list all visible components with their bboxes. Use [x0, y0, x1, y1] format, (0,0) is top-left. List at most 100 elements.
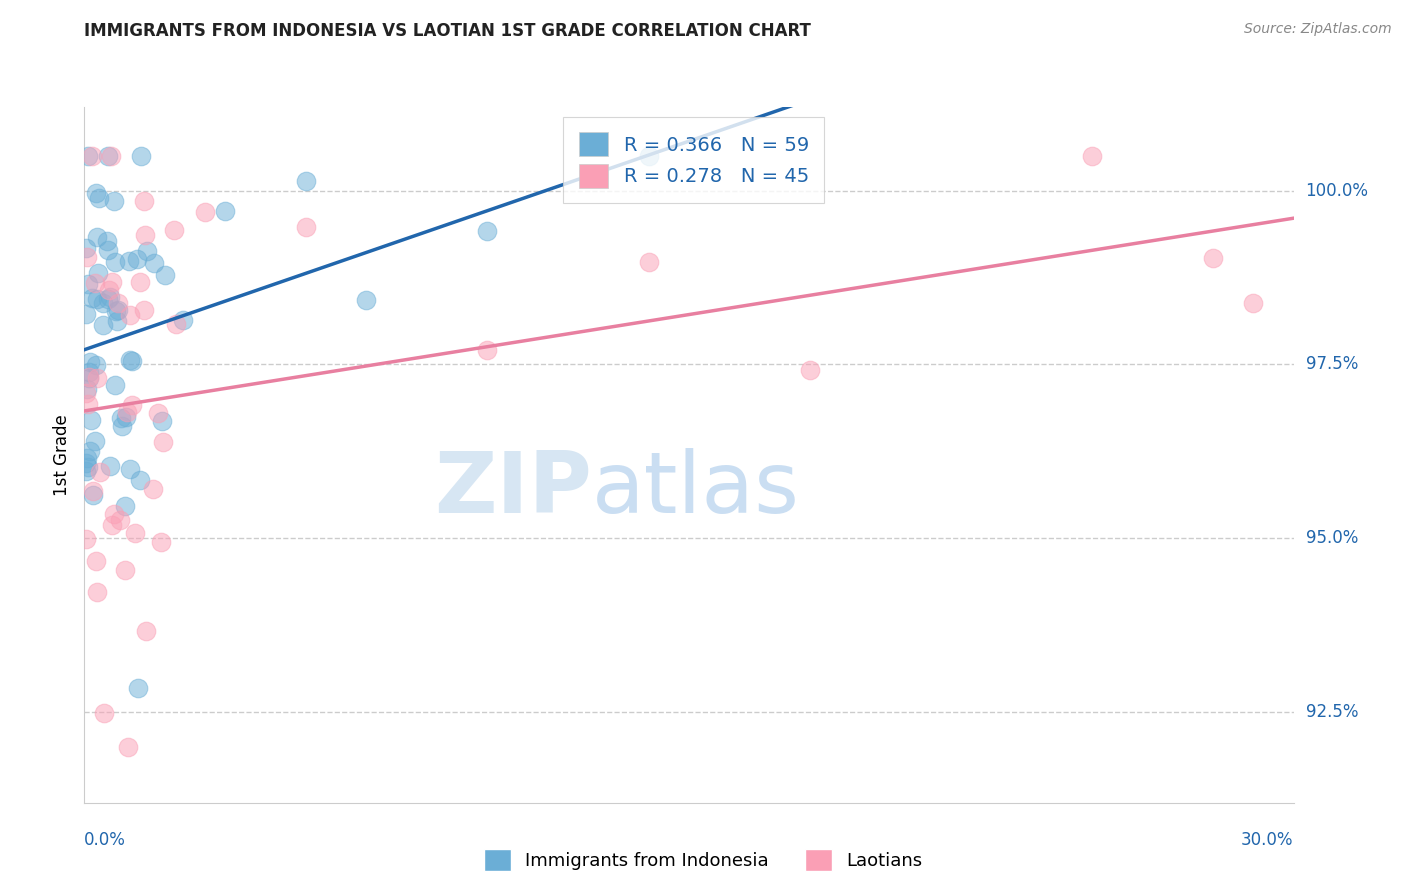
- Point: [129, 276, 152, 290]
- Point: [105, 303, 128, 318]
- Point: [76, 250, 98, 264]
- Point: [150, 414, 173, 428]
- Text: ZIP: ZIP: [434, 448, 592, 532]
- Point: [75, 532, 97, 546]
- Point: [79, 444, 101, 458]
- Point: [153, 268, 176, 282]
- Point: [79, 355, 101, 369]
- Point: [75, 307, 97, 321]
- Point: [637, 149, 659, 163]
- Point: [163, 223, 186, 237]
- Legend: R = 0.366   N = 59, R = 0.278   N = 45: R = 0.366 N = 59, R = 0.278 N = 45: [564, 117, 824, 203]
- Point: [799, 362, 821, 376]
- Point: [295, 220, 318, 235]
- Point: [100, 149, 122, 163]
- Point: [477, 343, 499, 357]
- Text: atlas: atlas: [592, 448, 800, 532]
- Point: [84, 359, 107, 373]
- Point: [87, 266, 110, 280]
- Point: [104, 378, 127, 392]
- Point: [84, 277, 107, 291]
- Point: [98, 283, 121, 297]
- Point: [132, 303, 155, 318]
- Point: [129, 149, 152, 163]
- Text: Source: ZipAtlas.com: Source: ZipAtlas.com: [1244, 22, 1392, 37]
- Point: [132, 194, 155, 208]
- Point: [96, 234, 118, 248]
- Point: [98, 459, 121, 474]
- Text: 92.5%: 92.5%: [1306, 704, 1358, 722]
- Point: [111, 419, 134, 434]
- Point: [101, 517, 124, 532]
- Point: [136, 244, 159, 258]
- Text: 0.0%: 0.0%: [84, 830, 127, 848]
- Point: [76, 277, 98, 291]
- Point: [76, 451, 98, 466]
- Point: [142, 256, 165, 270]
- Point: [114, 563, 136, 577]
- Legend: Immigrants from Indonesia, Laotians: Immigrants from Indonesia, Laotians: [477, 842, 929, 879]
- Point: [89, 465, 111, 479]
- Point: [79, 365, 101, 379]
- Point: [91, 318, 114, 332]
- Point: [121, 398, 143, 412]
- Point: [86, 230, 108, 244]
- Point: [146, 406, 169, 420]
- Point: [1241, 296, 1264, 310]
- Point: [1202, 251, 1225, 265]
- Point: [117, 739, 139, 754]
- Point: [84, 186, 107, 201]
- Point: [172, 313, 194, 327]
- Point: [79, 369, 101, 384]
- Point: [76, 397, 98, 411]
- Point: [105, 314, 128, 328]
- Point: [356, 293, 378, 307]
- Point: [77, 370, 100, 384]
- Point: [98, 290, 121, 304]
- Point: [134, 228, 156, 243]
- Point: [77, 149, 100, 163]
- Point: [82, 149, 104, 163]
- Point: [142, 482, 165, 496]
- Point: [128, 473, 150, 487]
- Point: [127, 681, 149, 695]
- Point: [80, 291, 103, 305]
- Point: [97, 149, 120, 163]
- Point: [86, 585, 108, 599]
- Y-axis label: 1st Grade: 1st Grade: [53, 414, 72, 496]
- Point: [108, 513, 131, 527]
- Point: [86, 370, 108, 384]
- Text: 95.0%: 95.0%: [1306, 530, 1358, 548]
- Point: [194, 204, 217, 219]
- Text: 100.0%: 100.0%: [1306, 182, 1368, 200]
- Point: [82, 488, 104, 502]
- Point: [82, 483, 104, 498]
- Point: [104, 254, 127, 268]
- Point: [295, 174, 318, 188]
- Text: 30.0%: 30.0%: [1241, 830, 1294, 848]
- Point: [1081, 149, 1104, 163]
- Point: [75, 456, 97, 470]
- Point: [120, 352, 142, 367]
- Point: [114, 409, 136, 424]
- Point: [93, 706, 115, 720]
- Point: [103, 194, 125, 209]
- Point: [120, 308, 142, 322]
- Point: [75, 386, 97, 401]
- Point: [97, 243, 120, 257]
- Point: [100, 275, 122, 289]
- Point: [91, 296, 114, 310]
- Point: [477, 224, 499, 238]
- Point: [152, 435, 174, 450]
- Point: [76, 382, 98, 396]
- Point: [165, 318, 187, 332]
- Point: [135, 624, 157, 639]
- Point: [75, 241, 97, 255]
- Point: [149, 534, 172, 549]
- Point: [637, 255, 659, 269]
- Point: [115, 405, 138, 419]
- Point: [86, 292, 108, 306]
- Point: [124, 526, 146, 541]
- Point: [89, 191, 111, 205]
- Point: [127, 252, 149, 267]
